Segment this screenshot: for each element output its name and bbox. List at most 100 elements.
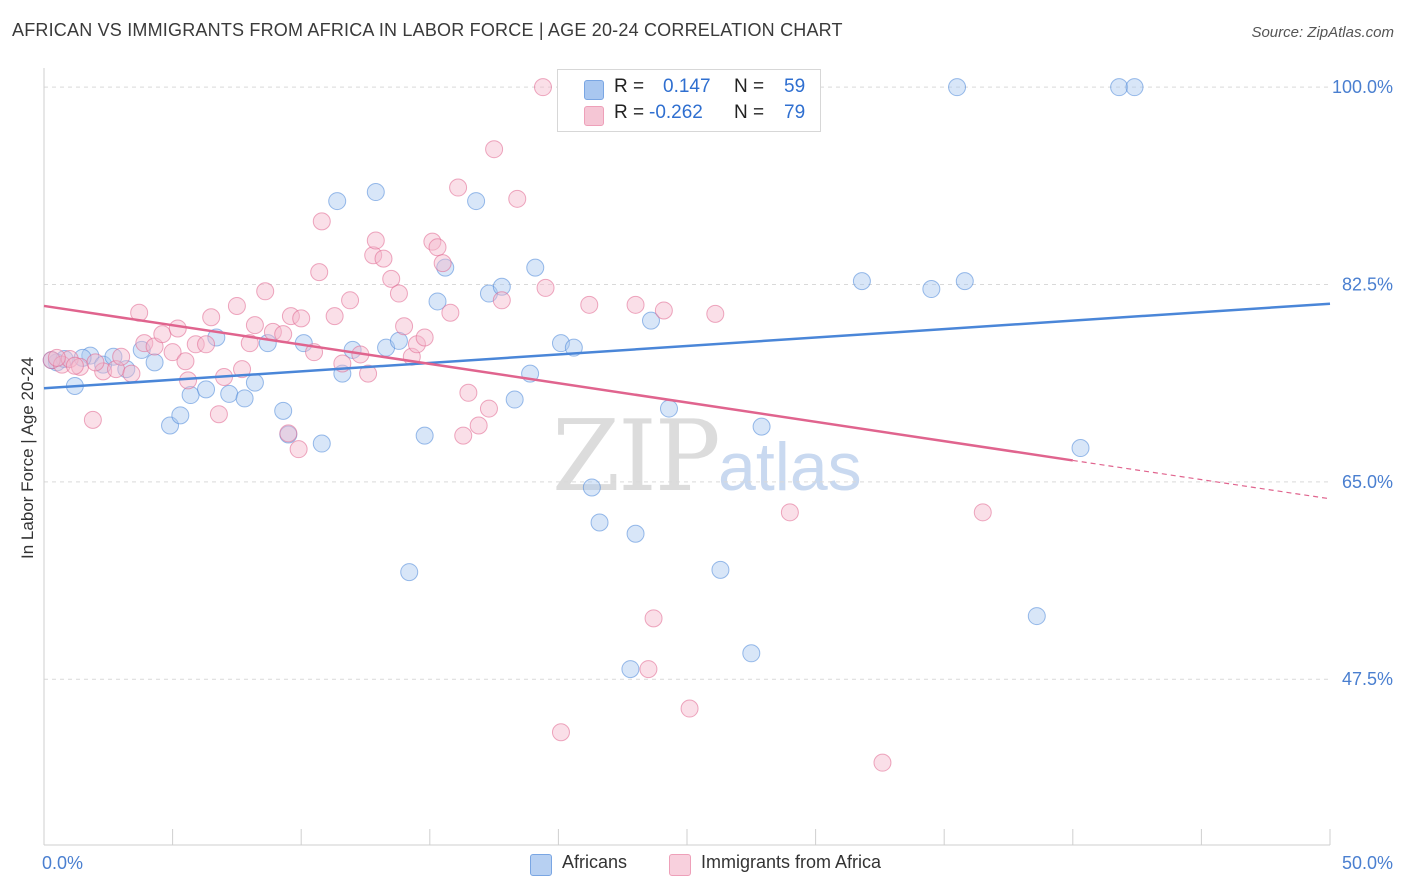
trend-lines [43, 302, 1331, 500]
africans-point [590, 513, 609, 532]
immigrants-point [680, 699, 699, 718]
y-tick-label: 65.0% [1342, 472, 1393, 492]
immigrants-point [83, 410, 102, 429]
immigrants-point [449, 178, 468, 197]
immigrants-points [42, 78, 992, 772]
africans-point [1027, 607, 1046, 626]
immigrants-point [112, 347, 131, 366]
immigrants-point [395, 317, 414, 336]
immigrants-point [47, 348, 66, 367]
immigrants-point [873, 753, 892, 772]
immigrants-point [639, 660, 658, 679]
immigrants-point [423, 232, 442, 251]
immigrants-point [86, 353, 105, 372]
africans-point [235, 389, 254, 408]
immigrants-point [227, 296, 246, 315]
africans-point [1110, 78, 1129, 97]
africans-point [400, 563, 419, 582]
africans-point [852, 272, 871, 291]
legend-r-value: -0.262 [649, 102, 703, 123]
legend-n-label: N = [734, 76, 765, 97]
legend-n-value: 79 [784, 102, 806, 123]
legend-n-value: 59 [784, 76, 806, 97]
africans-point [145, 353, 164, 372]
legend-r-value: 0.147 [663, 76, 711, 97]
immigrants-point [580, 295, 599, 314]
immigrants-point [415, 328, 434, 347]
africans-point [922, 280, 941, 299]
immigrants-point [485, 140, 504, 159]
immigrants-point [256, 282, 275, 301]
africans-point [955, 272, 974, 291]
africans-point [492, 277, 511, 296]
africans-point [621, 660, 640, 679]
immigrants-point [441, 303, 460, 322]
africans-point [626, 524, 645, 543]
immigrants-point [310, 263, 329, 282]
immigrants-point [341, 291, 360, 310]
immigrants-point [197, 335, 216, 354]
bottom-legend-swatch-africans [530, 854, 552, 876]
immigrants-point [389, 284, 408, 303]
immigrants-point [245, 316, 264, 335]
immigrants-point [292, 309, 311, 328]
stats-legend: R = 0.147 N = 59 R = -0.262 N = 79 [557, 69, 821, 132]
bottom-legend-label-immigrants: Immigrants from Africa [701, 852, 882, 872]
africans-point [752, 417, 771, 436]
immigrants-point [508, 189, 527, 208]
immigrants-trend-extension [1072, 459, 1331, 500]
legend-r-label: R = [614, 102, 645, 123]
y-tick-label: 100.0% [1332, 77, 1393, 97]
gridlines [44, 86, 1330, 680]
immigrants-point [168, 319, 187, 338]
immigrants-point [551, 723, 570, 742]
africans-point [220, 384, 239, 403]
africans-point [659, 399, 678, 418]
immigrants-point [366, 231, 385, 250]
immigrants-point [209, 405, 228, 424]
immigrants-point [359, 364, 378, 383]
africans-point [181, 386, 200, 405]
immigrants-point [135, 334, 154, 353]
immigrants-point [202, 308, 221, 327]
africans-point [467, 192, 486, 211]
immigrants-point [186, 335, 205, 354]
immigrants-point [706, 304, 725, 323]
watermark-zip: ZIP [552, 400, 721, 514]
immigrants-point [469, 416, 488, 435]
bottom-legend-label-africans: Africans [562, 852, 628, 872]
x-tick-label: 50.0% [1342, 853, 1393, 873]
axis-tick-labels: 100.0% 82.5% 65.0% 47.5% 0.0% 50.0% [42, 77, 1393, 873]
immigrants-point [479, 399, 498, 418]
immigrants-point [454, 426, 473, 445]
africans-trend-line [43, 302, 1331, 390]
immigrants-point [433, 254, 452, 273]
africans-point [1071, 439, 1090, 458]
immigrants-point [65, 356, 84, 375]
immigrants-point [312, 212, 331, 231]
immigrants-point [163, 343, 182, 362]
legend-n-label: N = [734, 102, 765, 123]
immigrants-point [536, 278, 555, 297]
africans-point [1125, 78, 1144, 97]
legend-swatch-immigrants [584, 106, 604, 126]
africans-point [197, 380, 216, 399]
legend-swatch-africans [584, 80, 604, 100]
immigrants-point [289, 440, 308, 459]
immigrants-point [654, 301, 673, 320]
africans-point [328, 192, 347, 211]
immigrants-point [364, 246, 383, 265]
chart-title: AFRICAN VS IMMIGRANTS FROM AFRICA IN LAB… [12, 20, 843, 40]
chart-source: Source: ZipAtlas.com [1251, 24, 1394, 41]
africans-point [948, 78, 967, 97]
immigrants-point [240, 334, 259, 353]
africans-point [711, 560, 730, 579]
x-tick-label: 0.0% [42, 853, 83, 873]
immigrants-point [492, 291, 511, 310]
immigrants-point [533, 78, 552, 97]
immigrants-point [428, 238, 447, 257]
africans-point [742, 644, 761, 663]
africans-point [428, 292, 447, 311]
y-tick-label: 82.5% [1342, 275, 1393, 295]
